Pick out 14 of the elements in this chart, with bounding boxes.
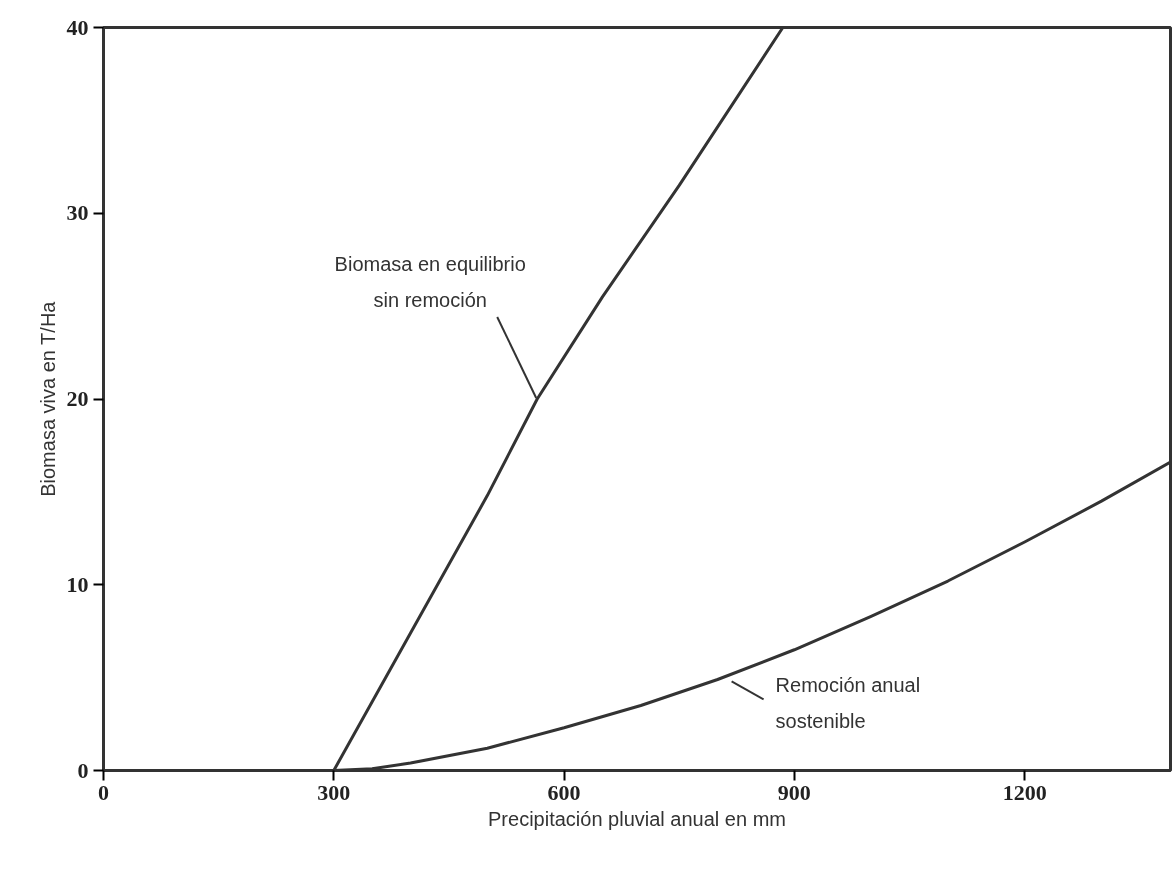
y-tick-label: 30 — [66, 200, 89, 226]
x-tick-label: 0 — [98, 779, 109, 805]
annotation: Biomasa en equilibrio sin remoción — [334, 253, 526, 311]
x-tick-label: 1200 — [1002, 779, 1047, 805]
x-tick-label: 300 — [317, 779, 351, 805]
x-tick-label: 600 — [547, 779, 581, 805]
y-tick-label: 20 — [66, 386, 89, 411]
x-axis-title: Precipitación pluvial anual en mm — [488, 807, 786, 830]
y-tick-label: 10 — [66, 571, 89, 597]
x-tick-label: 900 — [777, 779, 811, 805]
y-tick-label: 40 — [66, 14, 89, 40]
y-axis-title: Biomasa viva en T/Ha — [36, 300, 59, 497]
annotation: Remoción anual sostenible — [775, 674, 921, 733]
y-tick-label: 0 — [77, 757, 89, 783]
